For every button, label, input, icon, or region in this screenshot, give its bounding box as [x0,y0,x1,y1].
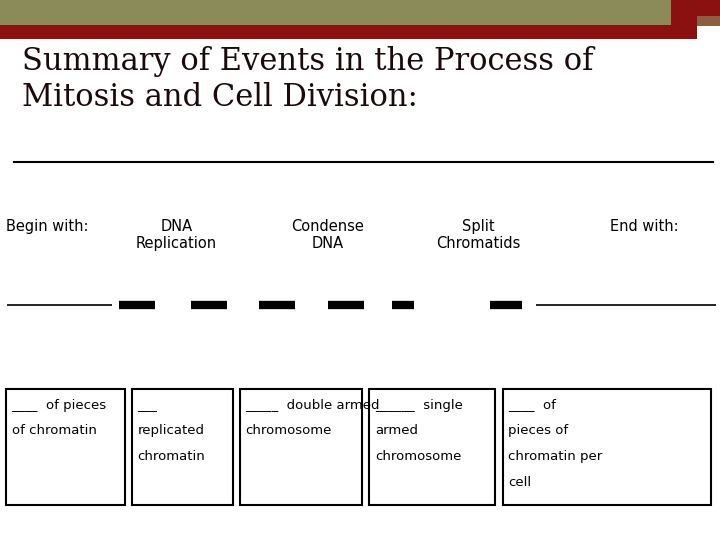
Text: _____  double armed: _____ double armed [246,399,380,411]
Text: ___: ___ [138,399,162,411]
Text: cell: cell [508,476,531,489]
FancyBboxPatch shape [240,389,362,505]
Text: ____  of: ____ of [508,399,556,411]
Text: Condense
DNA: Condense DNA [291,219,364,251]
FancyBboxPatch shape [503,389,711,505]
FancyBboxPatch shape [6,389,125,505]
Text: Split
Chromatids: Split Chromatids [436,219,521,251]
FancyBboxPatch shape [132,389,233,505]
Text: ______  single: ______ single [375,399,463,411]
Text: chromosome: chromosome [375,450,462,463]
Text: DNA
Replication: DNA Replication [136,219,217,251]
Text: ____  of pieces: ____ of pieces [12,399,107,411]
Text: Begin with:: Begin with: [6,219,88,234]
Text: chromosome: chromosome [246,424,332,437]
Text: of chromatin: of chromatin [12,424,96,437]
Text: End with:: End with: [610,219,679,234]
Text: pieces of: pieces of [508,424,569,437]
Text: chromatin: chromatin [138,450,205,463]
Text: chromatin per: chromatin per [508,450,603,463]
Text: armed: armed [375,424,418,437]
Text: replicated: replicated [138,424,204,437]
Text: Summary of Events in the Process of
Mitosis and Cell Division:: Summary of Events in the Process of Mito… [22,46,593,113]
FancyBboxPatch shape [369,389,495,505]
